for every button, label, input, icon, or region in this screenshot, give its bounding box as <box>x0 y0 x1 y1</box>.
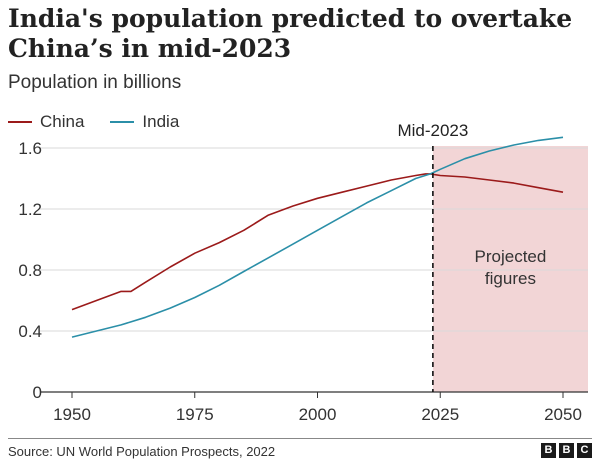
y-tick-label: 0.4 <box>18 322 42 341</box>
projected-figures-label: Projected figures <box>475 247 547 288</box>
logo-letter: C <box>577 443 592 458</box>
legend-label-india: India <box>142 112 180 131</box>
legend-label-china: China <box>40 112 85 131</box>
y-tick-label: 1.2 <box>18 200 42 219</box>
projected-region <box>432 146 588 392</box>
x-tick-label: 1975 <box>176 405 214 424</box>
logo-letter: B <box>541 443 556 458</box>
y-tick-label: 0.8 <box>18 261 42 280</box>
legend: China India <box>8 112 205 132</box>
mid-2023-label: Mid-2023 <box>397 121 468 140</box>
legend-item-china: China <box>8 112 84 132</box>
source-note: Source: UN World Population Prospects, 2… <box>8 444 276 459</box>
legend-swatch-india <box>110 121 135 123</box>
legend-swatch-china <box>8 121 32 123</box>
x-tick-label: 2025 <box>421 405 459 424</box>
chart-subtitle: Population in billions <box>8 72 182 93</box>
footer-rule <box>8 438 592 439</box>
series-line-china <box>71 173 564 311</box>
chart-title: India's population predicted to overtake… <box>8 4 573 63</box>
x-tick-label: 2000 <box>299 405 337 424</box>
bbc-logo: B B C <box>538 443 592 458</box>
y-tick-label: 1.6 <box>18 139 42 158</box>
x-tick-label: 1950 <box>53 405 91 424</box>
x-tick-label: 2050 <box>544 405 582 424</box>
y-tick-label: 0 <box>33 383 42 402</box>
series-line-india <box>71 136 564 338</box>
legend-item-india: India <box>110 112 179 132</box>
logo-letter: B <box>559 443 574 458</box>
